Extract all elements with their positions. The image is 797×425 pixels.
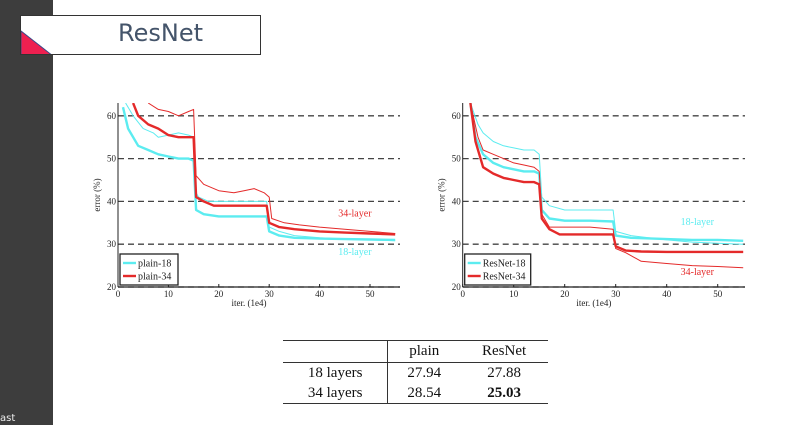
series-line-plain-34-train — [147, 102, 396, 234]
x-tick-label: 20 — [560, 289, 570, 299]
x-tick-label: 0 — [116, 289, 121, 299]
legend-label: plain-18 — [138, 259, 171, 270]
series-line-plain-34-val — [131, 102, 396, 236]
y-tick-label: 50 — [107, 154, 117, 164]
y-axis-label: error (%) — [92, 178, 102, 211]
y-axis-label: error (%) — [437, 178, 447, 211]
cell-plain: 27.94 — [407, 364, 442, 381]
plain-error-chart: 20 30 40 50 60 0 10 20 30 40 50 iter. (1e4) error (%… — [92, 102, 400, 308]
x-tick-label: 50 — [713, 289, 723, 299]
y-tick-label: 40 — [107, 196, 117, 206]
resnet-error-chart: 20 30 40 50 60 0 10 20 30 40 50 iter. (1e4) error (%… — [437, 102, 745, 308]
x-tick-label: 40 — [662, 289, 672, 299]
y-tick-label: 20 — [452, 282, 462, 292]
x-tick-label: 10 — [509, 289, 519, 299]
series-line-plain-18-train — [125, 102, 396, 242]
sidebar-footer-text: ast — [0, 413, 16, 424]
table-row: 18 layers 27.94 27.88 — [283, 362, 548, 383]
x-axis-label: iter. (1e4) — [576, 298, 611, 308]
legend-label: plain-34 — [138, 272, 171, 283]
y-tick-label: 30 — [107, 239, 117, 249]
series-line-plain-18-val — [121, 106, 396, 242]
table-header-resnet: ResNet — [481, 343, 527, 359]
y-tick-label: 60 — [452, 111, 462, 121]
results-table: plain ResNet 18 layers 27.94 27.88 34 la… — [283, 340, 548, 404]
series-annotation: 18-layer — [338, 247, 372, 258]
row-label: 18 layers — [283, 362, 389, 383]
y-tick-label: 60 — [107, 111, 117, 121]
table-row: 34 layers 28.54 25.03 — [283, 383, 548, 404]
slide-title-box: ResNet — [20, 15, 261, 55]
row-label: 34 layers — [283, 383, 389, 404]
x-tick-label: 10 — [164, 289, 174, 299]
x-tick-label: 20 — [214, 289, 224, 299]
legend-box — [119, 253, 179, 286]
cell-resnet: 27.88 — [487, 364, 521, 381]
slide-title: ResNet — [118, 19, 203, 47]
cell-resnet-best: 25.03 — [487, 384, 521, 401]
slide-sidebar: ast — [0, 0, 53, 425]
x-tick-label: 0 — [460, 289, 465, 299]
y-tick-label: 20 — [107, 282, 117, 292]
x-tick-label: 50 — [366, 289, 376, 299]
x-tick-label: 30 — [611, 289, 621, 299]
legend-box — [464, 253, 532, 286]
cell-plain: 28.54 — [407, 384, 442, 401]
series-line-resnet-34-train — [469, 102, 744, 269]
x-axis-label: iter. (1e4) — [232, 298, 267, 308]
y-tick-label: 50 — [452, 154, 462, 164]
x-tick-label: 30 — [265, 289, 275, 299]
y-tick-label: 30 — [452, 239, 462, 249]
y-tick-label: 40 — [452, 196, 462, 206]
series-annotation: 34-layer — [681, 267, 715, 278]
legend-label: ResNet-34 — [483, 272, 526, 283]
table-header-row: plain ResNet — [283, 340, 548, 363]
table-header-empty — [283, 340, 389, 363]
x-tick-label: 40 — [315, 289, 325, 299]
legend-label: ResNet-18 — [483, 259, 526, 270]
series-line-resnet-18-val — [469, 102, 744, 242]
series-line-resnet-34-val — [469, 102, 744, 254]
table-header-plain: plain — [409, 343, 440, 359]
series-annotation: 34-layer — [338, 208, 372, 219]
title-accent-triangle — [21, 30, 52, 54]
series-annotation: 18-layer — [681, 217, 715, 228]
